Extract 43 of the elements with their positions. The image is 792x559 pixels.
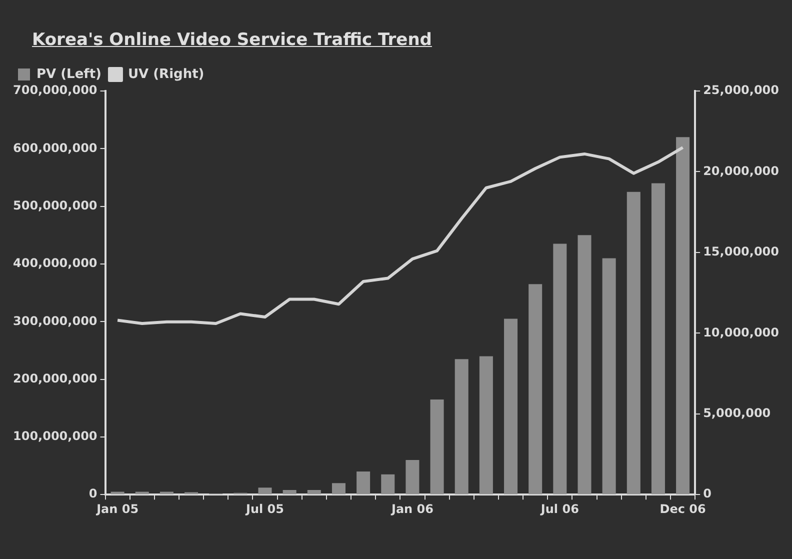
y2-tick-label: 10,000,000 [703,325,780,340]
y2-tick-label: 0 [703,486,712,501]
bar [528,284,542,494]
bar [258,488,272,494]
bar [676,137,690,494]
y-tick-label: 300,000,000 [13,314,98,328]
y2-tick-label: 5,000,000 [703,406,771,420]
bar [553,244,567,494]
x-tick-label: Jul 06 [540,502,579,516]
bar [454,359,468,494]
bar [479,356,493,494]
bar [356,472,370,494]
x-tick-label: Dec 06 [660,502,706,516]
bar [135,492,149,494]
y-tick-label: 400,000,000 [13,256,98,270]
bar [307,490,321,494]
bar [626,192,640,494]
y-tick-label: 500,000,000 [13,198,98,212]
y2-tick-label: 20,000,000 [703,164,780,178]
bar [110,492,124,494]
y-tick-label: 0 [88,486,98,501]
y2-tick-label: 15,000,000 [703,244,780,259]
bar [332,483,346,494]
legend-label: UV (Right) [128,66,204,82]
x-tick-label: Jul 05 [245,502,284,516]
y-tick-label: 600,000,000 [13,140,98,155]
bar [651,183,665,494]
x-tick-label: Jan 06 [390,502,434,516]
bar [406,460,420,494]
bar [602,258,616,494]
bar [282,490,296,494]
chart-title: Korea's Online Video Service Traffic Trend [32,30,432,50]
bar [430,399,444,494]
bar [381,474,395,494]
bar [160,492,174,494]
y-tick-label: 700,000,000 [13,83,98,98]
y2-tick-label: 25,000,000 [703,83,780,98]
bar [578,235,592,494]
x-tick-label: Jan 05 [96,502,139,516]
bar [504,318,518,494]
y-tick-label: 200,000,000 [13,371,98,386]
y-tick-label: 100,000,000 [13,429,98,444]
legend-label: PV (Left) [36,66,102,82]
